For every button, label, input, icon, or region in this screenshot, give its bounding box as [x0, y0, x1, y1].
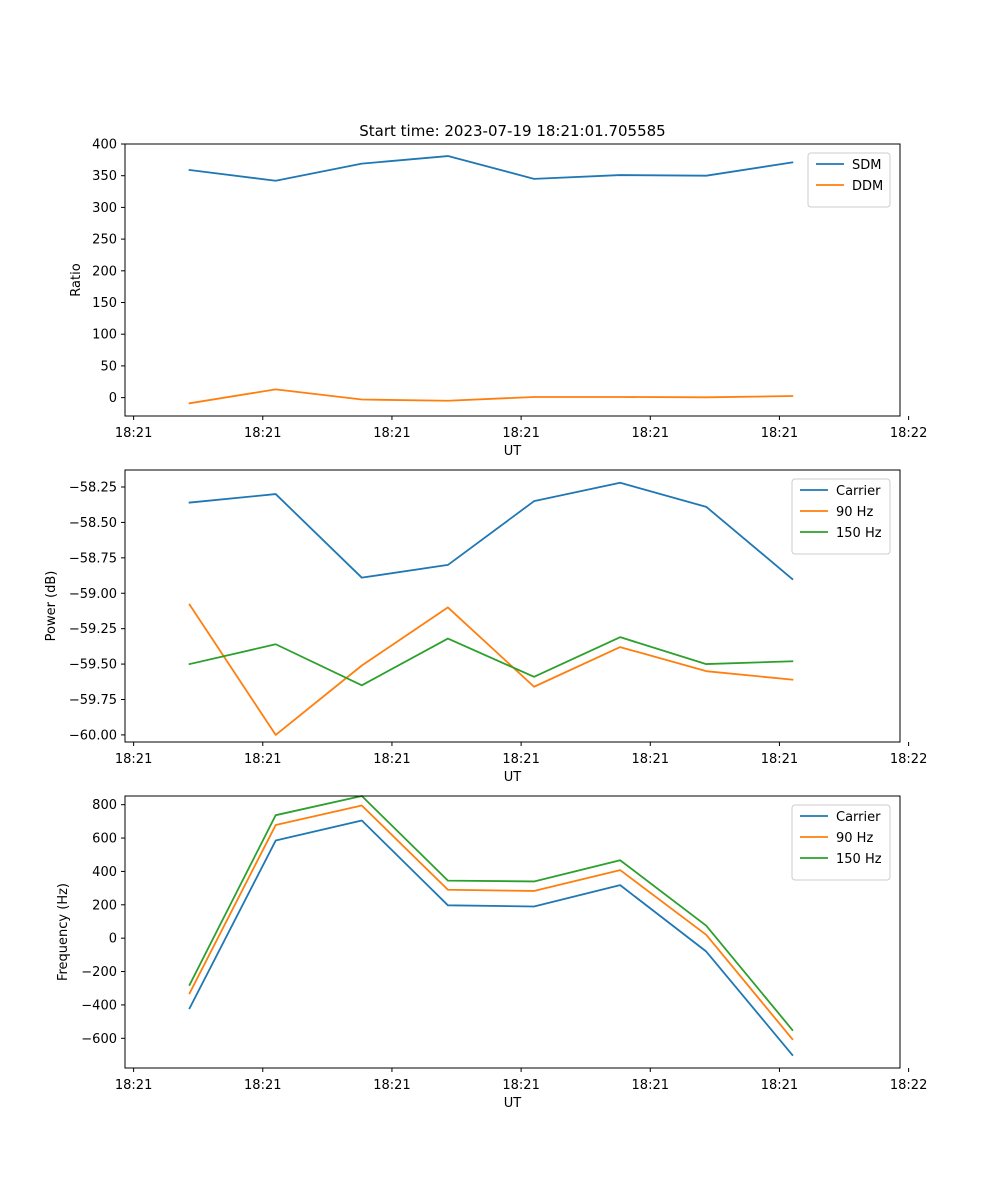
x-tick-label: 18:21 [502, 1078, 539, 1093]
legend-label: 90 Hz [836, 831, 873, 846]
series-line-90-hz [188, 804, 794, 1041]
legend-label: Carrier [836, 484, 881, 499]
y-tick-label: 300 [92, 201, 117, 216]
y-tick-label: −200 [81, 965, 117, 980]
y-tick-label: −59.25 [69, 622, 117, 637]
y-tick-label: 600 [92, 832, 117, 847]
x-tick-label: 18:21 [244, 1078, 281, 1093]
x-tick-label: 18:21 [502, 752, 539, 767]
axes-frame [124, 143, 901, 417]
y-tick-label: 250 [92, 233, 117, 248]
series-line-ddm [188, 388, 794, 405]
legend-box [791, 804, 891, 881]
legend-label: DDM [852, 179, 883, 194]
legend: Carrier 90 Hz 150 Hz [791, 478, 891, 555]
series-line-150-hz [188, 636, 794, 687]
y-tick-label: −58.75 [69, 551, 117, 566]
y-tick-label: −600 [81, 1032, 117, 1047]
y-tick-label: 100 [92, 328, 117, 343]
x-tick-label: 18:21 [115, 1078, 152, 1093]
y-tick-label: −60.00 [69, 728, 117, 743]
legend-box [791, 478, 891, 555]
legend-box [807, 152, 891, 208]
x-tick-label: 18:21 [761, 1078, 798, 1093]
legend-label: 150 Hz [836, 852, 882, 867]
y-tick-label: 50 [100, 359, 117, 374]
y-tick-label: 400 [92, 865, 117, 880]
series-line-sdm [188, 155, 794, 182]
axes-frame [124, 469, 901, 743]
y-axis-label: Ratio [69, 263, 84, 296]
legend: SDM DDM [807, 152, 891, 208]
y-tick-label: 400 [92, 138, 117, 153]
x-tick-label: 18:21 [115, 426, 152, 441]
subplot-1: 18:21 18:21 18:21 18:21 18:21 18:21 18:22 0 50 10… [69, 138, 927, 460]
x-tick-label: 18:22 [890, 752, 927, 767]
x-tick-label: 18:21 [632, 1078, 669, 1093]
x-axis-label: UT [504, 444, 522, 459]
legend-label: 150 Hz [836, 526, 882, 541]
y-tick-label: 200 [92, 264, 117, 279]
x-tick-label: 18:21 [761, 426, 798, 441]
x-tick-label: 18:21 [373, 1078, 410, 1093]
x-axis-label: UT [504, 1096, 522, 1111]
series-line-150-hz [188, 795, 794, 1032]
x-tick-label: 18:21 [373, 752, 410, 767]
x-tick-label: 18:21 [761, 752, 798, 767]
x-tick-label: 18:21 [373, 426, 410, 441]
y-tick-label: 0 [109, 391, 117, 406]
y-tick-label: 800 [92, 798, 117, 813]
subplot-panels: 18:21 18:21 18:21 18:21 18:21 18:21 18:22 0 50 10… [44, 138, 927, 1112]
x-tick-label: 18:21 [502, 426, 539, 441]
y-tick-label: −400 [81, 998, 117, 1013]
y-tick-label: −58.50 [69, 516, 117, 531]
legend-label: SDM [852, 158, 881, 173]
legend-label: 90 Hz [836, 505, 873, 520]
y-tick-label: −59.50 [69, 658, 117, 673]
x-tick-label: 18:21 [115, 752, 152, 767]
x-tick-label: 18:21 [244, 752, 281, 767]
series-line-90-hz [188, 603, 794, 736]
y-tick-label: 150 [92, 296, 117, 311]
chart-title: Start time: 2023-07-19 18:21:01.705585 [359, 122, 665, 140]
series-line-carrier [188, 481, 794, 581]
x-tick-label: 18:21 [632, 752, 669, 767]
x-tick-label: 18:22 [890, 1078, 927, 1093]
series-line-carrier [188, 819, 794, 1057]
y-tick-label: −59.00 [69, 587, 117, 602]
subplot-3: 18:21 18:21 18:21 18:21 18:21 18:21 18:22 −600 −… [56, 795, 927, 1111]
x-tick-label: 18:21 [632, 426, 669, 441]
y-tick-label: 0 [109, 932, 117, 947]
y-axis-label: Power (dB) [44, 571, 59, 642]
y-tick-label: −59.75 [69, 693, 117, 708]
subplot-2: 18:21 18:21 18:21 18:21 18:21 18:21 18:22 −60.0… [44, 469, 927, 785]
x-tick-label: 18:22 [890, 426, 927, 441]
y-axis-label: Frequency (Hz) [56, 883, 71, 981]
y-tick-label: 350 [92, 169, 117, 184]
legend: Carrier 90 Hz 150 Hz [791, 804, 891, 881]
legend-label: Carrier [836, 810, 881, 825]
x-tick-label: 18:21 [244, 426, 281, 441]
y-tick-label: 200 [92, 898, 117, 913]
y-tick-label: −58.25 [69, 481, 117, 496]
axes-frame [124, 795, 901, 1069]
x-axis-label: UT [504, 770, 522, 785]
